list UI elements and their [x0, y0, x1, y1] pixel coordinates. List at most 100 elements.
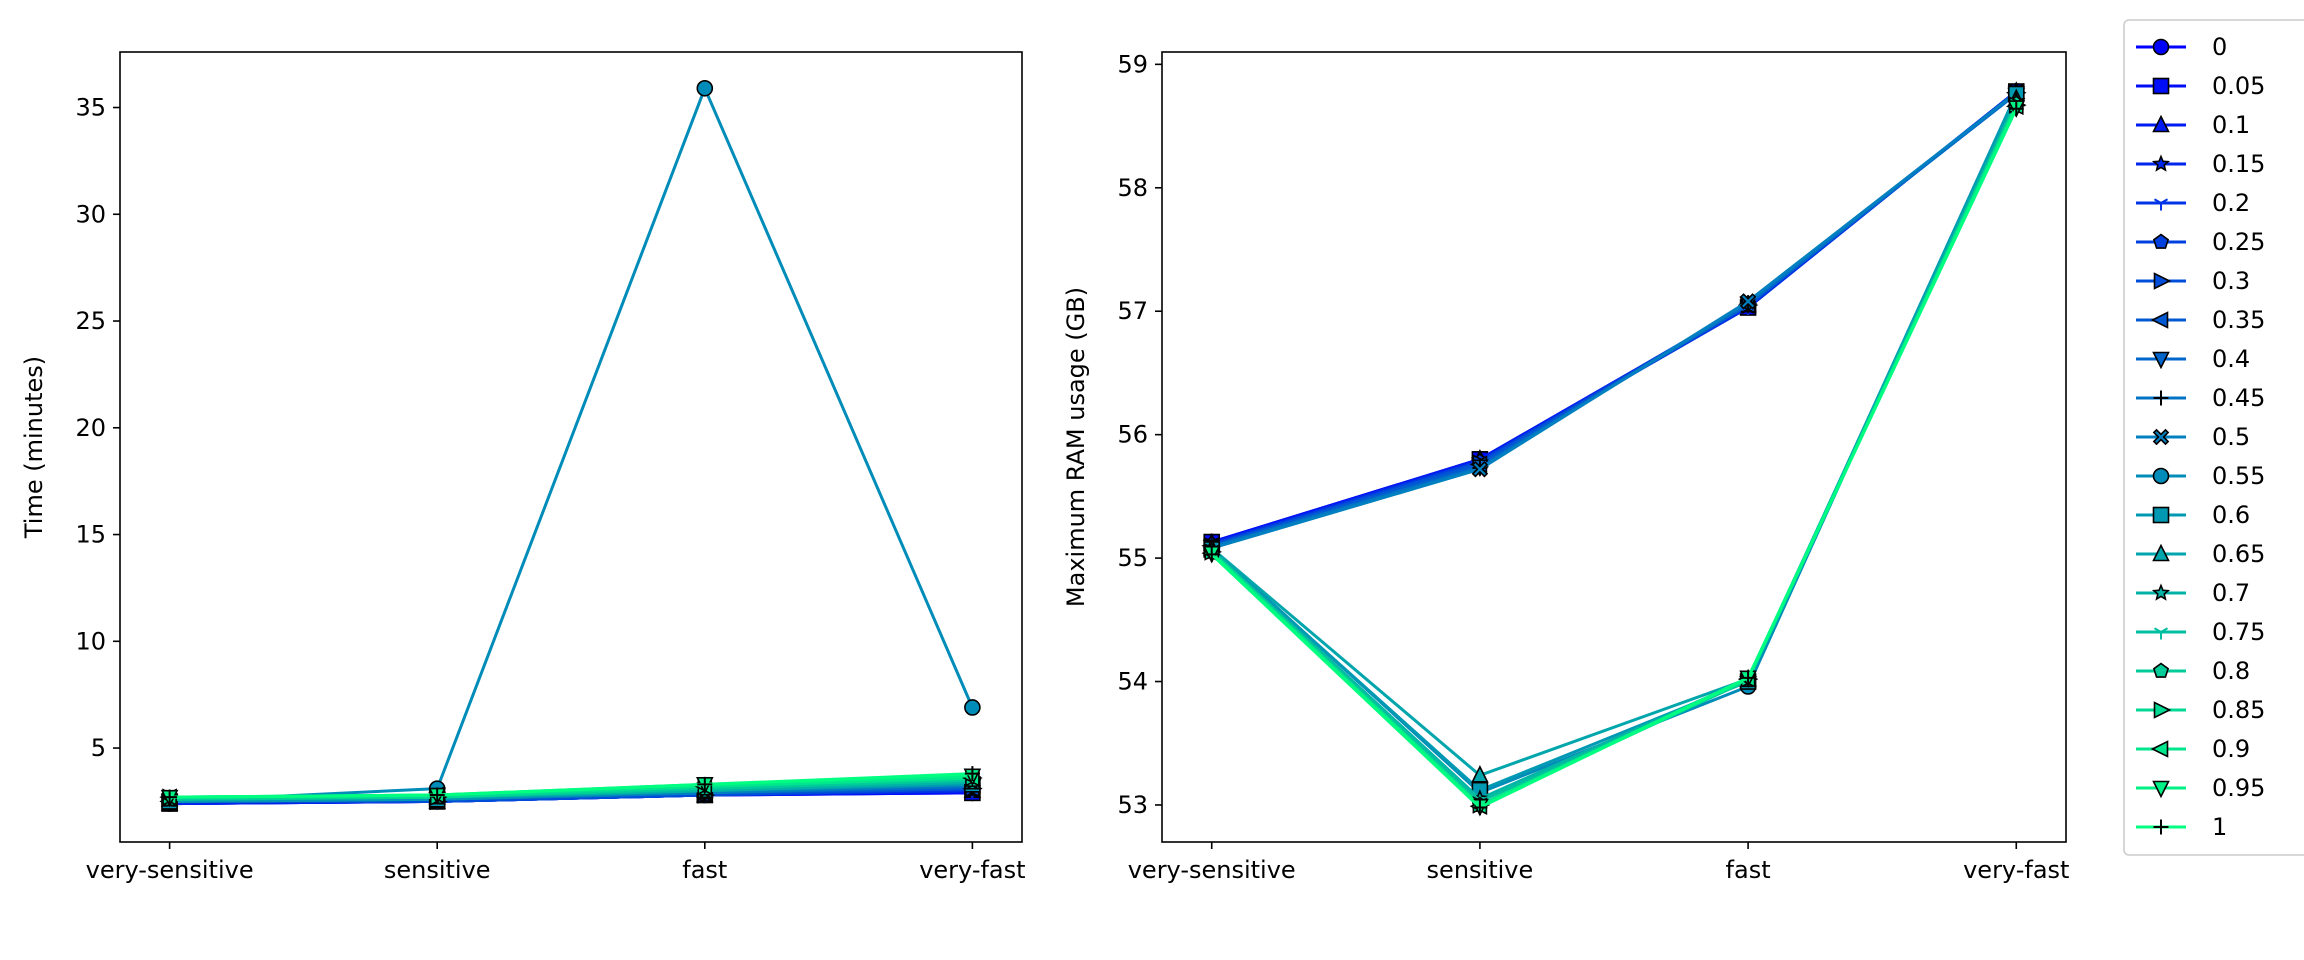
legend-marker: [2153, 198, 2169, 211]
legend-label: 0.7: [2212, 579, 2250, 607]
y-tick-label: 35: [75, 94, 106, 122]
y-axis-label: Time (minutes): [20, 356, 48, 539]
data-point: [2008, 101, 2024, 117]
series-line: [1211, 90, 2018, 546]
series-0.5: [1203, 84, 2025, 557]
series-0.25: [1203, 84, 2025, 552]
legend-item: 0.8: [2136, 657, 2250, 685]
legend-item: 0: [2136, 33, 2227, 61]
legend-marker: [2152, 351, 2170, 370]
series-0.95: [1202, 100, 2026, 817]
legend-marker: [2152, 77, 2170, 95]
legend-label: 0.8: [2212, 657, 2250, 685]
series-line: [1211, 91, 2018, 548]
legend-label: 0.35: [2212, 306, 2265, 334]
legend-marker: [2152, 780, 2170, 799]
legend-label: 0: [2212, 33, 2227, 61]
y-tick-label: 53: [1117, 791, 1148, 819]
series-line: [1211, 92, 2018, 549]
series-line: [1211, 90, 2018, 545]
series-line: [1210, 105, 2018, 808]
data-point: [1471, 460, 1489, 478]
series-0.8: [1203, 95, 2025, 812]
data-point: [1204, 546, 1220, 562]
series-line: [1210, 106, 2018, 808]
series-0.35: [1201, 83, 2024, 555]
series-line: [1210, 100, 2018, 801]
legend-label: 0.2: [2212, 189, 2250, 217]
x-tick-label: very-sensitive: [1128, 856, 1296, 884]
plot-frame: [119, 51, 1023, 843]
data-point: [1740, 670, 1756, 686]
series-0.55: [1203, 85, 2025, 801]
legend-marker: [2151, 583, 2171, 601]
data-point: [696, 79, 714, 97]
x-tick-label: sensitive: [384, 856, 491, 884]
legend-marker: [2153, 819, 2169, 835]
legend-marker: [2153, 627, 2169, 640]
legend-item: 0.25: [2136, 228, 2265, 256]
legend-marker: [2150, 740, 2169, 758]
legend-marker: [2152, 662, 2170, 678]
data-point: [697, 776, 713, 792]
legend-label: 0.9: [2212, 735, 2250, 763]
legend-item: 0.7: [2136, 579, 2250, 607]
legend: 0 0.05 0.1 0.15 0.2 0.25 0.3 0.35 0.4 0.45 0.5 0.55…: [2123, 19, 2304, 856]
legend-item: 0.3: [2136, 267, 2250, 295]
legend-marker: [2151, 154, 2171, 172]
series-line: [1211, 90, 2018, 544]
series-line: [1210, 93, 2018, 792]
y-tick-label: 15: [75, 521, 106, 549]
legend-marker: [2150, 311, 2169, 329]
y-tick-label: 25: [75, 307, 106, 335]
y-tick-label: 59: [1117, 50, 1148, 78]
legend-label: 0.1: [2212, 111, 2250, 139]
legend-item: 0.85: [2136, 696, 2265, 724]
series-0.45: [1204, 85, 2024, 555]
legend-item: 0.55: [2136, 462, 2265, 490]
legend-marker: [2153, 390, 2169, 406]
series-0.9: [1201, 97, 2024, 815]
series-line: [1210, 101, 2018, 803]
series-1: [1204, 101, 2024, 815]
legend-marker: [2152, 233, 2170, 249]
legend-item: 0.2: [2136, 189, 2250, 217]
series-line: [169, 772, 973, 799]
series-line: [1211, 91, 2018, 549]
series-0.55: [161, 79, 981, 810]
legend-label: 0.25: [2212, 228, 2265, 256]
legend-item: 1: [2136, 813, 2227, 841]
data-point: [1472, 799, 1488, 815]
series-line: [1211, 91, 2018, 548]
legend-label: 0.65: [2212, 540, 2265, 568]
series-0: [1203, 83, 2025, 551]
x-tick-label: sensitive: [1427, 856, 1534, 884]
series-line: [1210, 108, 2018, 809]
ram-chart: 53 54 55 56 57 58 59 very-sensitive sensitive fas…: [1062, 50, 2069, 884]
series-0.65: [1202, 88, 2026, 783]
y-tick-label: 54: [1117, 668, 1148, 696]
series-0.15: [1202, 81, 2026, 552]
legend-label: 0.45: [2212, 384, 2265, 412]
x-tick-label: fast: [1726, 856, 1771, 884]
series-0.05: [1203, 83, 2025, 551]
series-line: [1211, 90, 2018, 544]
legend-marker: [2153, 701, 2172, 719]
legend-item: 0.6: [2136, 501, 2250, 529]
time-chart: 5 10 15 20 25 30 35 very-sensitive sensitive fast…: [20, 51, 1026, 884]
legend-label: 0.5: [2212, 423, 2250, 451]
legend-label: 0.05: [2212, 72, 2265, 100]
x-tick-label: fast: [682, 856, 727, 884]
legend-item: 0.5: [2136, 423, 2250, 451]
series-line: [1210, 103, 2018, 807]
legend-label: 0.95: [2212, 774, 2265, 802]
y-tick-label: 55: [1117, 544, 1148, 572]
y-tick-label: 20: [75, 414, 106, 442]
legend-marker: [2152, 506, 2170, 524]
legend-label: 0.85: [2212, 696, 2265, 724]
legend-item: 0.75: [2136, 618, 2265, 646]
legend-box: [2123, 19, 2304, 856]
y-axis-label: Maximum RAM usage (GB): [1062, 287, 1090, 607]
y-tick-label: 57: [1117, 297, 1148, 325]
